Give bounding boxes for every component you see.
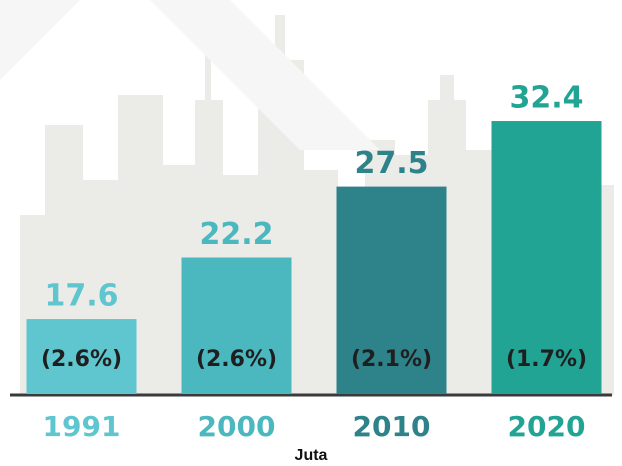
growth-label: (2.1%)	[351, 347, 432, 372]
bar	[336, 186, 447, 394]
value-label: 17.6	[44, 279, 118, 314]
unit-label: Juta	[295, 447, 328, 464]
value-label: 22.2	[199, 217, 273, 252]
bar	[491, 121, 602, 395]
value-label: 27.5	[354, 146, 428, 181]
bar	[181, 257, 292, 394]
x-tick-label: 2010	[353, 410, 431, 443]
growth-label: (2.6%)	[196, 347, 277, 372]
x-tick-label: 2020	[508, 410, 586, 443]
x-tick-label: 2000	[198, 410, 276, 443]
growth-label: (2.6%)	[41, 347, 122, 372]
diagonal-stripes	[0, 0, 380, 150]
bar	[26, 319, 137, 394]
x-tick-label: 1991	[43, 410, 121, 443]
growth-label: (1.7%)	[506, 347, 587, 372]
value-label: 32.4	[509, 81, 583, 116]
